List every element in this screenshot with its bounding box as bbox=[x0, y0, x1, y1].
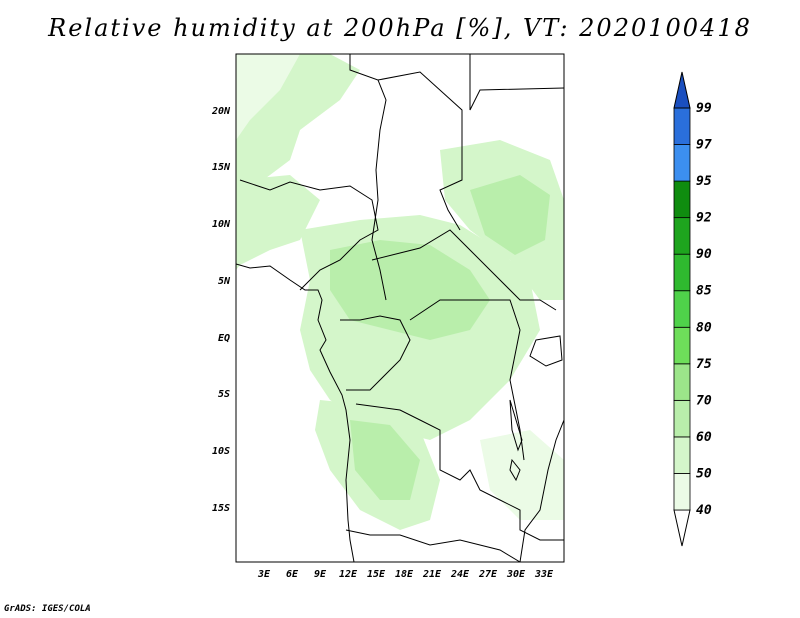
humidity-field bbox=[236, 54, 564, 530]
lon-tick-label: 15E bbox=[367, 569, 386, 580]
colorbar-swatch bbox=[673, 399, 691, 438]
colorbar-high-triangle bbox=[673, 71, 691, 109]
lat-tick-label: 5S bbox=[218, 389, 230, 400]
colorbar-label: 92 bbox=[696, 211, 712, 226]
field-patch-north2 bbox=[236, 54, 300, 140]
border-6 bbox=[340, 315, 411, 391]
field-patch-south-hi bbox=[350, 420, 420, 500]
colorbar-swatch bbox=[673, 436, 691, 474]
lon-tick-label: 30E bbox=[506, 569, 526, 580]
border-1 bbox=[349, 54, 387, 301]
lat-axis: 20N 15N 10N 5N EQ 5S 10S 15S bbox=[211, 106, 231, 514]
colorbar-label: 50 bbox=[696, 466, 712, 481]
border-7 bbox=[409, 299, 525, 461]
colorbar-swatch bbox=[673, 217, 691, 255]
lon-tick-label: 18E bbox=[395, 569, 414, 580]
colorbar-low-triangle bbox=[673, 509, 691, 547]
lat-tick-label: 10S bbox=[212, 446, 230, 457]
border-3 bbox=[469, 54, 564, 111]
lon-tick-label: 27E bbox=[478, 569, 498, 580]
east-coast bbox=[519, 419, 564, 562]
country-borders bbox=[236, 54, 564, 562]
colorbar-swatch bbox=[673, 107, 691, 145]
colorbar-label: 90 bbox=[696, 247, 712, 262]
lon-tick-label: 6E bbox=[286, 569, 299, 580]
colorbar-label: 80 bbox=[696, 320, 712, 335]
colorbar-label: 97 bbox=[696, 138, 712, 153]
lake-2 bbox=[529, 335, 563, 367]
field-patch-east-hi bbox=[470, 175, 550, 255]
colorbar-swatch bbox=[673, 363, 691, 401]
border-2 bbox=[377, 71, 463, 231]
border-5 bbox=[371, 229, 557, 311]
lon-tick-label: 12E bbox=[339, 569, 358, 580]
colorbar-swatch bbox=[673, 144, 691, 182]
page-title: Relative humidity at 200hPa [%], VT: 202… bbox=[48, 14, 752, 42]
lat-tick-label: 15N bbox=[212, 162, 231, 173]
lake-3 bbox=[509, 458, 521, 482]
lon-tick-label: 21E bbox=[422, 569, 442, 580]
colorbar-swatch bbox=[673, 180, 691, 219]
colorbar: 40 50 60 70 75 80 85 90 92 95 97 99 bbox=[673, 71, 712, 547]
lon-axis: 3E 6E 9E 12E 15E 18E 21E 24E 27E 30E 33E bbox=[257, 569, 554, 580]
lon-tick-label: 33E bbox=[534, 569, 554, 580]
lat-tick-label: EQ bbox=[218, 333, 230, 344]
lon-tick-label: 24E bbox=[450, 569, 470, 580]
lat-tick-label: 15S bbox=[212, 503, 230, 514]
map-frame bbox=[235, 53, 565, 563]
field-patch-central-hi bbox=[330, 240, 490, 340]
border-9 bbox=[345, 529, 521, 562]
lat-tick-label: 20N bbox=[211, 106, 231, 117]
lat-tick-label: 10N bbox=[212, 219, 231, 230]
colorbar-swatch bbox=[673, 326, 691, 365]
west-coast bbox=[236, 263, 355, 562]
credit-text: GrADS: IGES/COLA bbox=[4, 604, 91, 614]
colorbar-swatch bbox=[673, 253, 691, 292]
colorbar-label: 75 bbox=[696, 357, 712, 372]
colorbar-swatch bbox=[673, 473, 691, 511]
lon-tick-label: 9E bbox=[314, 569, 327, 580]
lon-tick-label: 3E bbox=[257, 569, 271, 580]
colorbar-label: 99 bbox=[696, 101, 712, 116]
border-4 bbox=[239, 179, 379, 291]
field-patch-west bbox=[236, 175, 320, 270]
lat-tick-label: 5N bbox=[218, 276, 231, 287]
colorbar-label: 95 bbox=[696, 174, 712, 189]
border-8 bbox=[355, 403, 564, 541]
colorbar-label: 85 bbox=[696, 284, 712, 299]
lake-1 bbox=[509, 399, 523, 452]
colorbar-label: 70 bbox=[696, 393, 712, 408]
colorbar-swatch bbox=[673, 290, 691, 328]
colorbar-label: 40 bbox=[696, 503, 712, 518]
colorbar-label: 60 bbox=[696, 430, 712, 445]
